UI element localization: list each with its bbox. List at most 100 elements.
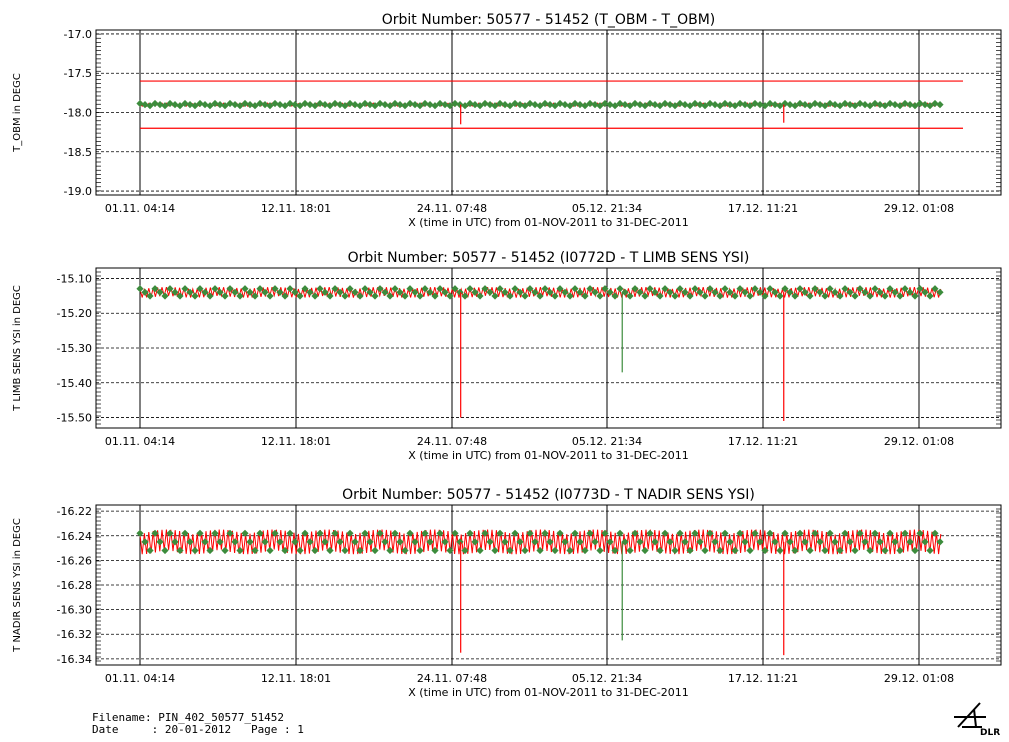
data-point [441,101,449,109]
data-point [431,546,439,555]
data-point [636,538,644,546]
data-point [816,101,824,109]
data-point [361,529,369,537]
data-point [236,292,244,300]
data-point [716,102,724,110]
data-point [736,529,744,537]
data-point [446,546,454,555]
data-point [556,285,564,293]
data-point [576,101,584,109]
data-point [376,285,384,293]
data-point [371,102,379,110]
x-tick-label: 01.11. 04:14 [105,672,175,685]
data-point [341,546,349,555]
data-point [861,538,869,546]
dlr-logo-text: DLR [980,728,1000,737]
data-point [926,292,934,300]
data-point [496,285,504,293]
data-point [791,546,799,555]
data-point [936,538,944,546]
data-point [601,285,609,293]
data-point [511,285,519,293]
data-point [211,529,219,537]
chart-panel-2: Orbit Number: 50577 - 51452 (I0772D - T … [12,250,1002,462]
data-point [846,538,854,546]
data-point [496,529,504,537]
data-point [591,288,599,296]
data-point [921,288,929,296]
data-point [291,538,299,546]
data-point [676,285,684,293]
data-point [836,292,844,300]
data-point [256,529,264,537]
data-point [801,288,809,296]
data-point [481,285,489,293]
data-point [341,102,349,110]
data-point [156,288,164,296]
data-point [501,101,509,109]
data-point [456,538,464,546]
data-point [426,288,434,296]
data-point [346,99,354,108]
data-point [661,285,669,293]
data-point [851,102,859,110]
data-point [851,546,859,555]
data-point [341,292,349,300]
data-point [571,285,579,293]
data-point [506,546,514,555]
data-point [411,538,419,546]
data-point [756,288,764,296]
data-point [331,529,339,537]
x-axis-label: X (time in UTC) from 01-NOV-2011 to 31-D… [408,686,688,699]
x-tick-label: 29.12. 01:08 [884,672,954,685]
data-point [556,99,564,108]
data-point [796,285,804,293]
data-point [926,102,934,110]
data-point [821,102,829,110]
data-point [846,288,854,296]
data-point [611,102,619,110]
data-point [161,546,169,555]
data-point [891,288,899,296]
data-point [701,546,709,555]
data-point [226,529,234,537]
data-point [491,102,499,110]
data-point [746,546,754,555]
data-point [801,101,809,109]
y-tick-label: -15.40 [57,377,92,390]
data-point [741,101,749,109]
data-point [881,292,889,300]
data-point [526,285,534,293]
data-point [206,292,214,300]
y-tick-label: -16.24 [57,530,92,543]
data-point [251,102,259,110]
x-tick-label: 01.11. 04:14 [105,202,175,215]
data-point [816,288,824,296]
data-point [466,285,474,293]
data-point [861,101,869,109]
data-point [586,99,594,108]
data-point [851,292,859,300]
data-point [406,529,414,537]
data-point [231,101,239,109]
data-point [271,99,279,108]
data-point [751,529,759,537]
data-point [886,285,894,293]
data-point [846,101,854,109]
data-point [686,546,694,555]
data-point [781,529,789,537]
data-point [536,292,544,300]
chart-title: Orbit Number: 50577 - 51452 (T_OBM - T_O… [382,12,716,28]
data-point [641,546,649,555]
data-point [166,99,174,108]
data-point [286,529,294,537]
data-point [901,99,909,108]
data-point [631,285,639,293]
y-tick-label: -17.0 [64,28,92,41]
data-point [841,529,849,537]
data-point [416,292,424,300]
data-point [231,288,239,296]
data-point [156,101,164,109]
data-point [501,288,509,296]
